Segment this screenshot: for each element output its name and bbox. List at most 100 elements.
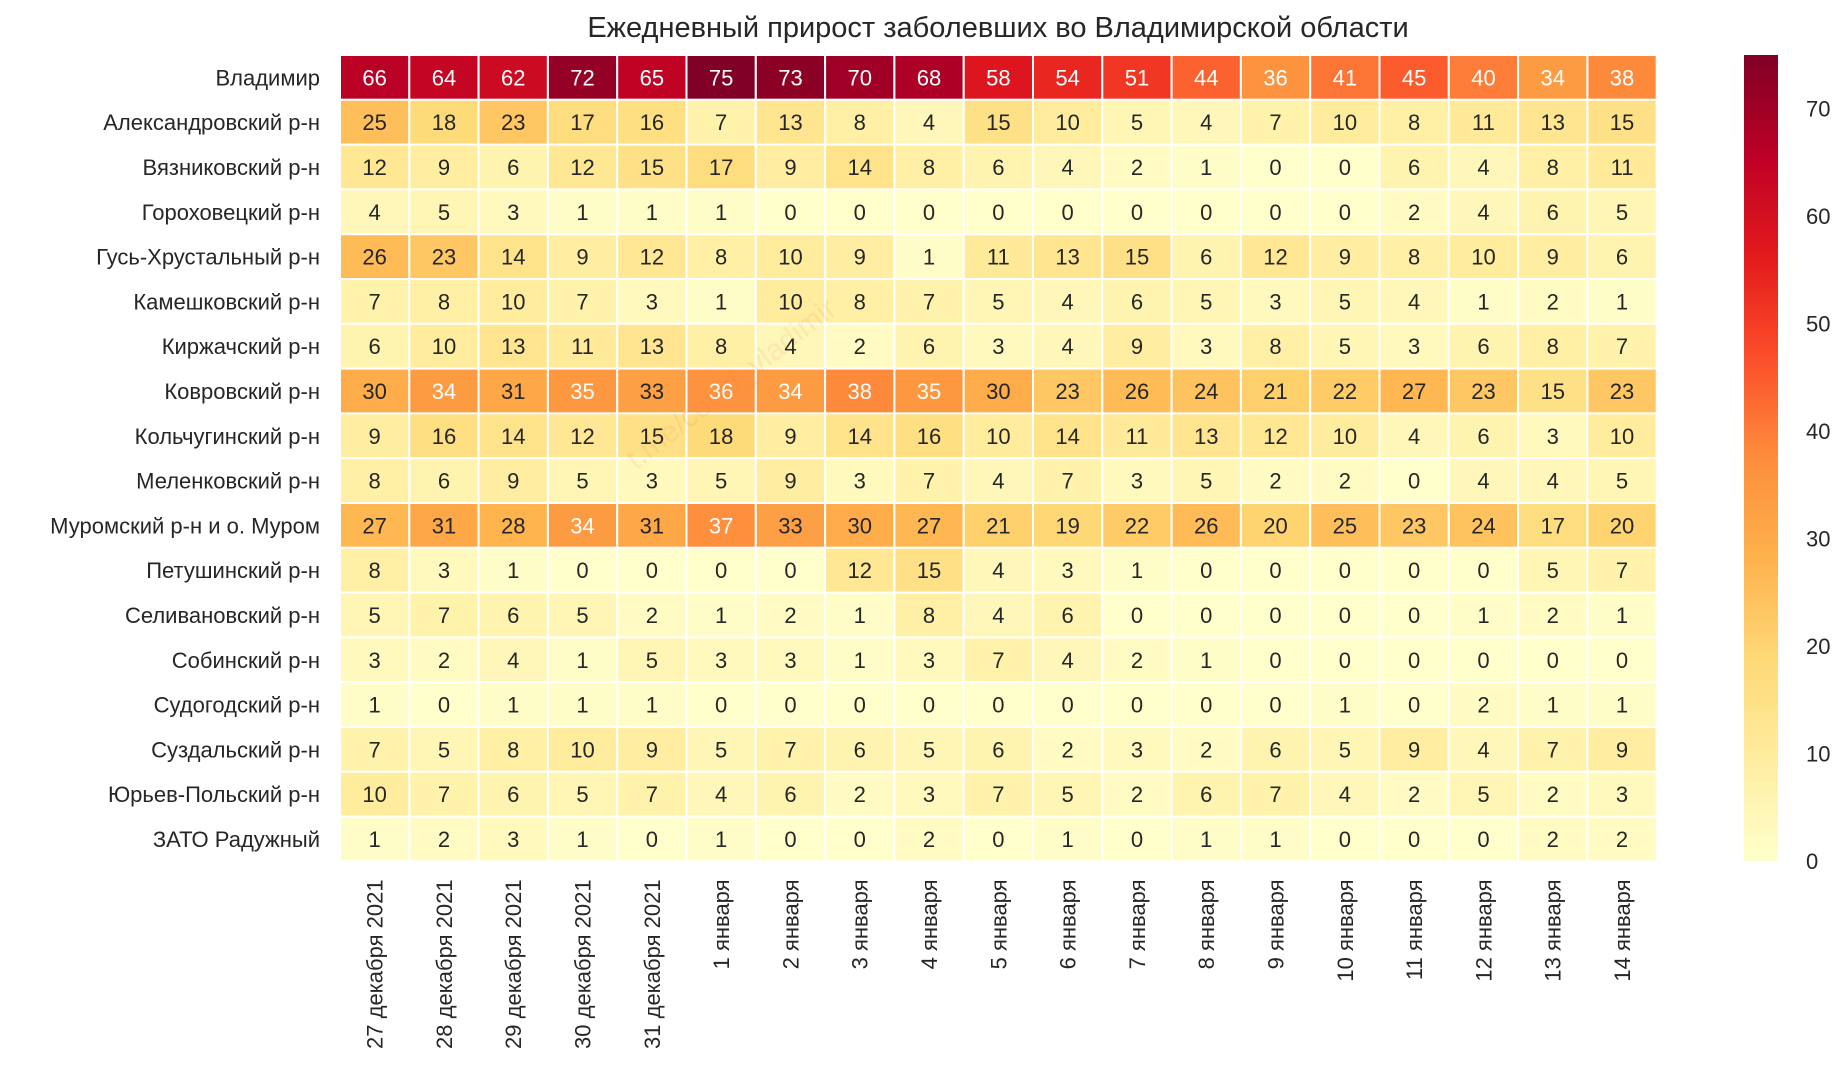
- heatmap-cell: [1447, 143, 1520, 191]
- heatmap-cell: [408, 367, 480, 415]
- cell-value: 12: [640, 245, 664, 270]
- cell-value: 1: [715, 200, 727, 225]
- cell-value: 10: [778, 289, 802, 314]
- heatmap-cell: [477, 546, 549, 594]
- cell-value: 14: [501, 245, 525, 270]
- cell-value: 6: [992, 737, 1004, 762]
- cell-value: 0: [923, 200, 935, 225]
- cell-value: 9: [507, 469, 519, 494]
- heatmap-cell: [1309, 546, 1381, 594]
- heatmap-cell: [339, 815, 411, 863]
- heatmap-cell: [1101, 278, 1173, 325]
- cell-value: 8: [715, 245, 727, 270]
- cell-value: 2: [1408, 200, 1420, 225]
- cell-value: 27: [1402, 379, 1426, 404]
- heatmap-cell: [339, 502, 411, 549]
- cell-value: 7: [1616, 334, 1628, 359]
- heatmap-cell: [685, 770, 757, 818]
- cell-value: 3: [715, 648, 727, 673]
- cell-value: 0: [784, 827, 796, 852]
- heatmap-cell: [477, 815, 549, 863]
- heatmap-cell: [685, 681, 757, 729]
- cell-value: 40: [1471, 65, 1495, 90]
- cell-value: 9: [438, 155, 450, 180]
- row-label: Петушинский р-н: [146, 558, 320, 583]
- cell-value: 11: [1472, 110, 1495, 135]
- cell-value: 4: [1408, 289, 1420, 314]
- heatmap-cell: [1239, 815, 1312, 863]
- heatmap-cell: [408, 54, 480, 101]
- row-label: Александровский р-н: [103, 110, 320, 135]
- heatmap-cell: [1586, 591, 1658, 639]
- cell-value: 1: [1269, 827, 1281, 852]
- cell-value: 45: [1402, 65, 1426, 90]
- cell-value: 3: [507, 827, 519, 852]
- heatmap-cell: [546, 412, 619, 460]
- heatmap-cell: [339, 188, 411, 236]
- cell-value: 5: [715, 737, 727, 762]
- cell-value: 12: [1263, 424, 1287, 449]
- cell-value: 1: [646, 200, 658, 225]
- heatmap-cell: [1309, 54, 1381, 101]
- cell-value: 3: [1062, 558, 1074, 583]
- cell-value: 7: [715, 110, 727, 135]
- heatmap-cell: [1378, 636, 1450, 684]
- cell-value: 9: [784, 155, 796, 180]
- cell-value: 7: [992, 648, 1004, 673]
- cell-value: 8: [715, 334, 727, 359]
- cell-value: 4: [715, 782, 727, 807]
- cell-value: 2: [1547, 827, 1559, 852]
- heatmap-cell: [1586, 726, 1658, 773]
- cell-value: 17: [570, 110, 594, 135]
- cell-value: 6: [1062, 603, 1074, 628]
- cell-value: 8: [854, 110, 866, 135]
- cell-value: 11: [1611, 155, 1634, 180]
- cell-value: 3: [923, 782, 935, 807]
- heatmap-cell: [824, 815, 896, 863]
- heatmap-cell: [685, 188, 757, 236]
- cell-value: 16: [432, 424, 456, 449]
- cell-value: 14: [1055, 424, 1079, 449]
- heatmap-cell: [1586, 98, 1658, 146]
- cell-value: 4: [507, 648, 519, 673]
- cell-value: 1: [1477, 603, 1489, 628]
- cell-value: 0: [1269, 603, 1281, 628]
- cell-value: 41: [1333, 65, 1357, 90]
- cell-value: 1: [507, 693, 519, 718]
- cell-value: 33: [778, 513, 802, 538]
- cell-value: 6: [992, 155, 1004, 180]
- cell-value: 5: [576, 469, 588, 494]
- heatmap-cell: [1032, 143, 1104, 191]
- heatmap-cell: [1586, 681, 1658, 729]
- heatmap-cell: [1170, 322, 1242, 370]
- cell-value: 0: [1408, 827, 1420, 852]
- cell-value: 27: [362, 513, 386, 538]
- cell-value: 3: [1269, 289, 1281, 314]
- cell-value: 9: [1131, 334, 1143, 359]
- cell-value: 2: [923, 827, 935, 852]
- cell-value: 0: [1339, 558, 1351, 583]
- cell-value: 5: [438, 737, 450, 762]
- heatmap-cell: [1517, 546, 1589, 594]
- heatmap-cell: [339, 143, 411, 191]
- heatmap-cell: [1586, 233, 1658, 280]
- cell-value: 31: [640, 513, 664, 538]
- cell-value: 0: [1269, 693, 1281, 718]
- heatmap-cell: [754, 726, 827, 773]
- cell-value: 0: [854, 693, 866, 718]
- cell-value: 22: [1333, 379, 1357, 404]
- cell-value: 0: [1269, 155, 1281, 180]
- heatmap-cell: [1447, 54, 1520, 101]
- heatmap-cell: [962, 233, 1035, 280]
- cell-value: 64: [432, 65, 456, 90]
- heatmap-cell: [1101, 54, 1173, 101]
- column-label: 3 января: [848, 879, 873, 969]
- cell-value: 9: [1547, 245, 1559, 270]
- cell-value: 21: [1263, 379, 1287, 404]
- cell-value: 4: [1062, 155, 1074, 180]
- cell-value: 6: [854, 737, 866, 762]
- cell-value: 0: [1477, 827, 1489, 852]
- cell-value: 17: [1541, 513, 1565, 538]
- cell-value: 0: [1339, 200, 1351, 225]
- cell-value: 6: [1477, 334, 1489, 359]
